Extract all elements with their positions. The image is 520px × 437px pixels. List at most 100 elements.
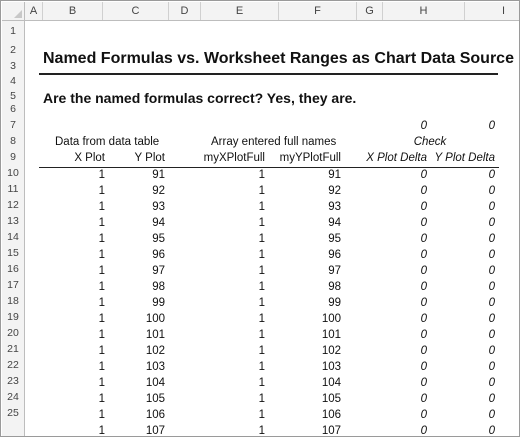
row-header-13[interactable]: 13 [7, 215, 19, 227]
row-header-3[interactable]: 3 [10, 60, 16, 72]
x-delta-cell[interactable]: 0 [420, 185, 427, 197]
x-plot-cell[interactable]: 1 [98, 361, 105, 373]
y-delta-cell[interactable]: 0 [488, 217, 495, 229]
x-full-cell[interactable]: 1 [258, 425, 265, 436]
row-header-11[interactable]: 11 [7, 183, 19, 195]
x-delta-cell[interactable]: 0 [420, 233, 427, 245]
row-header-14[interactable]: 14 [7, 231, 19, 243]
y-delta-cell[interactable]: 0 [488, 409, 495, 421]
x-delta-cell[interactable]: 0 [420, 281, 427, 293]
x-plot-cell[interactable]: 1 [98, 185, 105, 197]
column-header-e[interactable]: E [201, 2, 279, 20]
x-plot-cell[interactable]: 1 [98, 233, 105, 245]
column-header-h[interactable]: H [383, 2, 465, 20]
column-header-d[interactable]: D [169, 2, 201, 20]
y-delta-cell[interactable]: 0 [488, 313, 495, 325]
row-header-4[interactable]: 4 [10, 75, 16, 87]
y-full-cell[interactable]: 101 [321, 329, 341, 341]
x-plot-cell[interactable]: 1 [98, 313, 105, 325]
y-full-cell[interactable]: 97 [328, 265, 341, 277]
x-plot-cell[interactable]: 1 [98, 409, 105, 421]
y-delta-cell[interactable]: 0 [488, 393, 495, 405]
x-plot-cell[interactable]: 1 [98, 297, 105, 309]
row-header-2[interactable]: 2 [10, 44, 16, 56]
x-plot-cell[interactable]: 1 [98, 281, 105, 293]
row-header-8[interactable]: 8 [10, 135, 16, 147]
y-full-cell[interactable]: 102 [321, 345, 341, 357]
y-plot-cell[interactable]: 105 [145, 393, 165, 405]
x-plot-cell[interactable]: 1 [98, 217, 105, 229]
x-full-cell[interactable]: 1 [258, 169, 265, 181]
y-delta-cell[interactable]: 0 [488, 169, 495, 181]
row-header-25[interactable]: 25 [7, 407, 19, 419]
y-plot-cell[interactable]: 96 [152, 249, 165, 261]
row-header-24[interactable]: 24 [7, 391, 19, 403]
row-header-6[interactable]: 6 [10, 103, 16, 115]
y-delta-cell[interactable]: 0 [488, 329, 495, 341]
x-delta-cell[interactable]: 0 [420, 313, 427, 325]
y-plot-cell[interactable]: 94 [152, 217, 165, 229]
column-header-a[interactable]: A [25, 2, 43, 20]
y-full-cell[interactable]: 104 [321, 377, 341, 389]
x-full-cell[interactable]: 1 [258, 361, 265, 373]
column-header-i[interactable]: I [465, 2, 519, 20]
y-full-cell[interactable]: 95 [328, 233, 341, 245]
y-delta-cell[interactable]: 0 [488, 361, 495, 373]
x-full-cell[interactable]: 1 [258, 201, 265, 213]
y-delta-cell[interactable]: 0 [488, 233, 495, 245]
x-plot-cell[interactable]: 1 [98, 265, 105, 277]
y-delta-cell[interactable]: 0 [488, 377, 495, 389]
y-plot-cell[interactable]: 99 [152, 297, 165, 309]
y-full-cell[interactable]: 94 [328, 217, 341, 229]
x-full-cell[interactable]: 1 [258, 393, 265, 405]
y-delta-cell[interactable]: 0 [488, 185, 495, 197]
x-delta-cell[interactable]: 0 [420, 169, 427, 181]
y-full-cell[interactable]: 103 [321, 361, 341, 373]
x-delta-cell[interactable]: 0 [420, 377, 427, 389]
y-delta-cell[interactable]: 0 [488, 297, 495, 309]
y-delta-cell[interactable]: 0 [488, 201, 495, 213]
column-header-g[interactable]: G [357, 2, 383, 20]
y-delta-cell[interactable]: 0 [488, 249, 495, 261]
row-header-10[interactable]: 10 [7, 167, 19, 179]
y-full-cell[interactable]: 105 [321, 393, 341, 405]
y-full-cell[interactable]: 100 [321, 313, 341, 325]
x-delta-cell[interactable]: 0 [420, 345, 427, 357]
x-delta-cell[interactable]: 0 [420, 361, 427, 373]
y-full-cell[interactable]: 99 [328, 297, 341, 309]
x-delta-cell[interactable]: 0 [420, 217, 427, 229]
row-header-15[interactable]: 15 [7, 247, 19, 259]
row-header-22[interactable]: 22 [7, 359, 19, 371]
select-all-corner[interactable] [2, 2, 25, 20]
x-full-cell[interactable]: 1 [258, 329, 265, 341]
y-plot-cell[interactable]: 100 [145, 313, 165, 325]
x-plot-cell[interactable]: 1 [98, 377, 105, 389]
row-header-5[interactable]: 5 [10, 90, 16, 102]
y-plot-cell[interactable]: 106 [145, 409, 165, 421]
row-header-23[interactable]: 23 [7, 375, 19, 387]
x-full-cell[interactable]: 1 [258, 409, 265, 421]
x-delta-cell[interactable]: 0 [420, 249, 427, 261]
x-full-cell[interactable]: 1 [258, 233, 265, 245]
x-plot-cell[interactable]: 1 [98, 169, 105, 181]
x-delta-cell[interactable]: 0 [420, 297, 427, 309]
y-plot-cell[interactable]: 103 [145, 361, 165, 373]
row-header-1[interactable]: 1 [10, 25, 16, 37]
column-header-b[interactable]: B [43, 2, 103, 20]
x-full-cell[interactable]: 1 [258, 345, 265, 357]
y-full-cell[interactable]: 93 [328, 201, 341, 213]
x-full-cell[interactable]: 1 [258, 377, 265, 389]
y-plot-cell[interactable]: 92 [152, 185, 165, 197]
row-header-9[interactable]: 9 [10, 151, 16, 163]
x-delta-cell[interactable]: 0 [420, 329, 427, 341]
y-full-cell[interactable]: 92 [328, 185, 341, 197]
row-header-16[interactable]: 16 [7, 263, 19, 275]
x-full-cell[interactable]: 1 [258, 313, 265, 325]
x-plot-cell[interactable]: 1 [98, 201, 105, 213]
y-plot-cell[interactable]: 104 [145, 377, 165, 389]
row-header-21[interactable]: 21 [7, 343, 19, 355]
row-header-12[interactable]: 12 [7, 199, 19, 211]
x-full-cell[interactable]: 1 [258, 249, 265, 261]
x-full-cell[interactable]: 1 [258, 217, 265, 229]
y-plot-cell[interactable]: 93 [152, 201, 165, 213]
